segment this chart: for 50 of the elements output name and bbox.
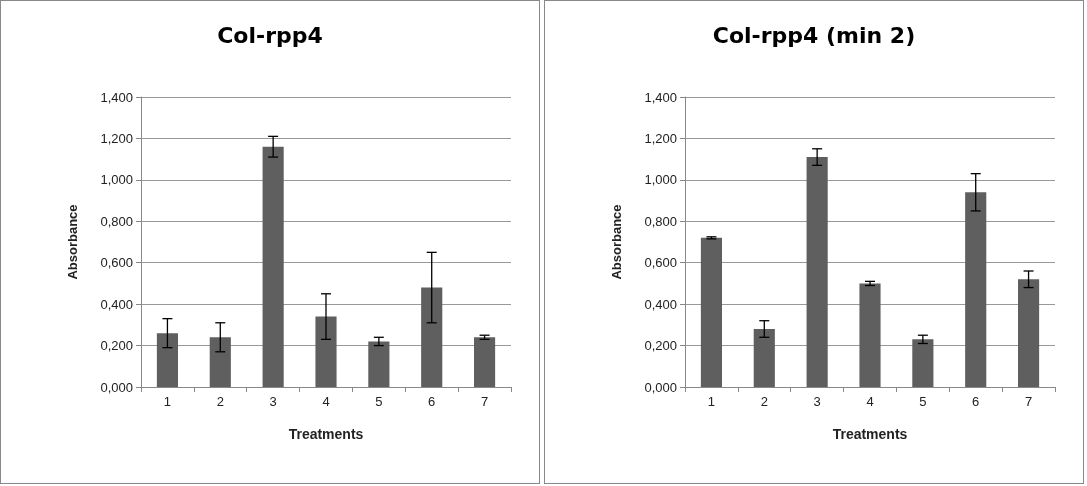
y-tick-label: 0,600 xyxy=(100,255,133,271)
bar xyxy=(806,157,828,387)
x-tick-label: 6 xyxy=(972,394,980,409)
y-axis-title: Absorbance xyxy=(609,204,624,280)
y-tick-label: 1,000 xyxy=(644,172,677,188)
y-tick-label: 0,400 xyxy=(100,296,133,312)
y-tick-label: 0,600 xyxy=(644,255,677,271)
bar xyxy=(912,339,934,387)
bar xyxy=(474,337,496,387)
x-axis-title: Treatments xyxy=(832,426,908,442)
bar xyxy=(753,329,775,387)
bar xyxy=(965,192,987,387)
bar xyxy=(700,237,722,387)
bar xyxy=(262,146,284,387)
x-tick-label: 1 xyxy=(707,394,716,409)
x-tick-label: 3 xyxy=(813,394,821,409)
y-axis-title: Absorbance xyxy=(65,204,80,280)
x-tick-label: 7 xyxy=(480,394,489,409)
x-axis-title: Treatments xyxy=(288,426,364,442)
y-tick-label: 1,200 xyxy=(100,130,133,146)
bar xyxy=(859,283,881,387)
y-tick-label: 1,200 xyxy=(644,130,677,146)
bar xyxy=(1018,279,1040,387)
bar xyxy=(209,337,231,387)
x-tick-label: 1 xyxy=(163,394,172,409)
y-tick-label: 0,400 xyxy=(644,296,677,312)
x-tick-label: 3 xyxy=(269,394,277,409)
x-tick-label: 4 xyxy=(866,394,874,409)
y-tick-label: 0,800 xyxy=(100,213,133,229)
x-tick-label: 7 xyxy=(1024,394,1033,409)
y-tick-label: 0,200 xyxy=(644,338,677,354)
y-tick-label: 0,000 xyxy=(100,379,133,395)
y-tick-label: 0,200 xyxy=(100,338,133,354)
chart-title: Col-rpp4 (min 2) xyxy=(712,22,916,48)
bar xyxy=(156,333,178,387)
y-tick-label: 0,000 xyxy=(644,379,677,395)
y-tick-label: 1,400 xyxy=(100,89,133,105)
bar xyxy=(368,341,390,387)
x-tick-label: 6 xyxy=(428,394,436,409)
chart-title: Col-rpp4 xyxy=(217,22,323,48)
x-tick-label: 5 xyxy=(375,394,383,409)
y-tick-label: 1,400 xyxy=(644,89,677,105)
bar xyxy=(421,287,443,387)
x-tick-label: 2 xyxy=(216,394,224,409)
x-tick-label: 2 xyxy=(760,394,768,409)
y-tick-label: 1,000 xyxy=(100,172,133,188)
x-tick-label: 5 xyxy=(919,394,927,409)
y-tick-label: 0,800 xyxy=(644,213,677,229)
bar xyxy=(315,316,337,387)
x-tick-label: 4 xyxy=(322,394,330,409)
